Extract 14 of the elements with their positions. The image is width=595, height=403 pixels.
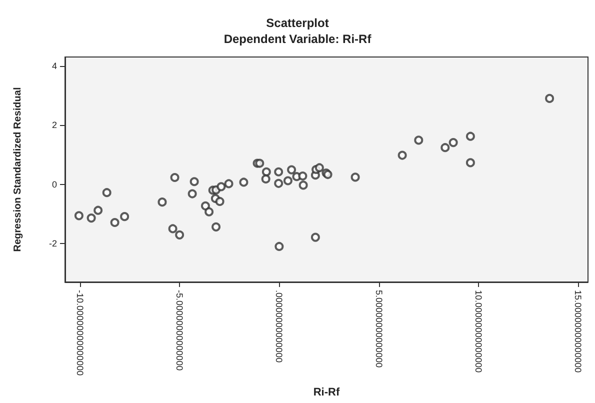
chart-title: Scatterplot bbox=[266, 16, 329, 30]
y-tick-label: 2 bbox=[52, 120, 57, 130]
y-tick-label: 0 bbox=[52, 179, 57, 190]
x-tick-label: 15.00000000000000 bbox=[573, 290, 584, 373]
x-tick-label: -5.00000000000000 bbox=[174, 290, 185, 371]
x-tick-label: .00000000000000 bbox=[274, 290, 284, 363]
y-axis-title: Regression Standardized Residual bbox=[12, 87, 24, 252]
y-tick-label: -2 bbox=[48, 238, 57, 249]
x-tick-label: 5.00000000000000 bbox=[374, 290, 384, 368]
chart-subtitle: Dependent Variable: Ri-Rf bbox=[224, 32, 372, 46]
x-tick-label: -10.00000000000000 bbox=[74, 290, 85, 376]
x-tick-label: 10.00000000000000 bbox=[473, 290, 484, 373]
x-axis-title: Ri-Rf bbox=[313, 386, 340, 398]
y-tick-label: 4 bbox=[52, 60, 57, 71]
